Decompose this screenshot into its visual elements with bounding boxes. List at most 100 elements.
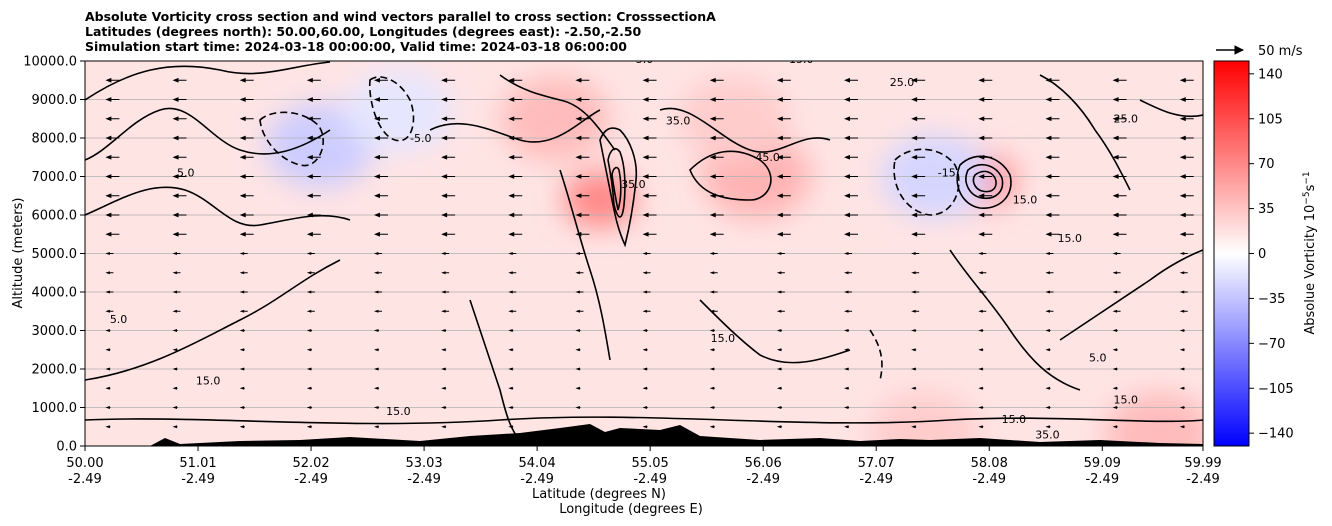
chart-title-line-1: Absolute Vorticity cross section and win… bbox=[85, 9, 716, 24]
wind-vector-head bbox=[642, 329, 648, 332]
wind-vector-head bbox=[373, 154, 380, 160]
contour-line bbox=[559, 169, 611, 361]
x-tick-label-lon: -2.49 bbox=[181, 472, 215, 487]
wind-vector-head bbox=[978, 290, 983, 294]
y-tick-label: 10000.0 bbox=[23, 55, 77, 70]
contour-label: 15.0 bbox=[1114, 394, 1139, 407]
wind-vector-head bbox=[776, 116, 783, 122]
wind-vector-head bbox=[306, 135, 313, 141]
wind-vector-head bbox=[105, 77, 112, 83]
wind-vector-head bbox=[978, 77, 985, 83]
wind-vector-head bbox=[911, 154, 918, 160]
wind-vector-head bbox=[306, 231, 313, 237]
wind-vector-head bbox=[105, 406, 110, 409]
wind-vector-head bbox=[306, 406, 312, 409]
wind-vector-head bbox=[441, 116, 448, 122]
colorbar-label-exp1: −5 bbox=[1302, 191, 1312, 204]
wind-vector-head bbox=[1045, 425, 1050, 429]
contour-line bbox=[965, 163, 1004, 200]
wind-vectors bbox=[105, 77, 1194, 429]
wind-vector-head bbox=[844, 406, 849, 409]
x-tick-label-lat: 56.06 bbox=[745, 456, 782, 471]
wind-vector-head bbox=[1179, 135, 1186, 141]
y-tick-label: 3000.0 bbox=[32, 324, 78, 339]
x-tick-label-lat: 57.07 bbox=[858, 456, 895, 471]
wind-vector-head bbox=[709, 329, 715, 332]
wind-vector-head bbox=[844, 309, 849, 313]
wind-vector-head bbox=[239, 174, 246, 179]
wind-vector-head bbox=[575, 212, 582, 218]
wind-vector-head bbox=[709, 193, 716, 199]
contour-label: 5.0 bbox=[177, 167, 195, 180]
wind-vector-head bbox=[1112, 367, 1118, 371]
wind-vector-head bbox=[508, 116, 515, 122]
wind-vector-head bbox=[776, 329, 782, 332]
wind-vector-head bbox=[1045, 116, 1052, 122]
wind-vector-head bbox=[642, 348, 648, 352]
contour-label: -5.0 bbox=[410, 132, 431, 145]
wind-vector-head bbox=[642, 193, 649, 199]
wind-vector-head bbox=[776, 252, 782, 255]
wind-vector-head bbox=[978, 367, 983, 371]
wind-vector-head bbox=[642, 309, 648, 313]
wind-vector-head bbox=[1179, 348, 1185, 352]
wind-vector-head bbox=[1112, 97, 1119, 102]
contour-line bbox=[85, 416, 1203, 425]
contour-line bbox=[85, 107, 331, 161]
wind-vector-head bbox=[911, 252, 916, 255]
wind-vector-head bbox=[441, 309, 446, 313]
wind-vector-head bbox=[1179, 309, 1185, 313]
x-tick-label-lon: -2.49 bbox=[68, 472, 102, 487]
wind-vector-head bbox=[978, 406, 983, 409]
colorbar-tick-label: −70 bbox=[1258, 337, 1285, 352]
wind-vector-head bbox=[1179, 367, 1185, 371]
wind-vector-head bbox=[508, 271, 513, 275]
wind-vector-head bbox=[172, 271, 178, 275]
contour-label: 5.0 bbox=[110, 313, 128, 326]
contour-label: 35.0 bbox=[1035, 428, 1060, 441]
wind-vector-head bbox=[1112, 348, 1118, 352]
wind-vector-head bbox=[239, 77, 246, 83]
wind-vector-head bbox=[239, 309, 245, 313]
wind-vector-head bbox=[844, 174, 851, 179]
contour-line bbox=[949, 249, 1081, 391]
wind-vector-head bbox=[508, 135, 515, 141]
terrain bbox=[85, 424, 1203, 446]
wind-vector-head bbox=[508, 425, 513, 429]
wind-vector-head bbox=[978, 97, 985, 102]
wind-vector-head bbox=[709, 116, 716, 122]
wind-vector-head bbox=[1179, 271, 1185, 275]
contour-line bbox=[972, 170, 997, 193]
x-tick-label-lat: 52.02 bbox=[292, 456, 329, 471]
wind-vector-head bbox=[709, 97, 716, 102]
wind-vector-head bbox=[1179, 116, 1186, 122]
wind-vector-head bbox=[1045, 309, 1050, 313]
wind-vector-head bbox=[978, 174, 985, 179]
wind-vector-head bbox=[105, 231, 112, 237]
wind-vector-head bbox=[172, 154, 179, 160]
wind-vector-head bbox=[776, 348, 782, 352]
wind-vector-head bbox=[508, 406, 513, 409]
wind-vector-head bbox=[441, 77, 448, 83]
wind-vector-head bbox=[172, 212, 179, 218]
wind-vector-head bbox=[373, 193, 380, 199]
wind-vector-head bbox=[373, 77, 380, 83]
wind-vector-head bbox=[776, 406, 782, 409]
wind-vector-head bbox=[978, 116, 985, 122]
wind-vector-head bbox=[306, 425, 312, 429]
wind-vector-head bbox=[239, 154, 246, 160]
y-tick-label: 1000.0 bbox=[32, 401, 78, 416]
wind-vector-head bbox=[911, 116, 918, 122]
wind-vector-head bbox=[575, 367, 580, 371]
wind-vector-head bbox=[441, 135, 448, 141]
wind-vector-head bbox=[911, 174, 918, 179]
wind-vector-head bbox=[1179, 97, 1186, 102]
wind-vector-head bbox=[844, 252, 849, 255]
contour-line bbox=[85, 61, 331, 101]
wind-vector-head bbox=[911, 77, 918, 83]
wind-vector-head bbox=[911, 212, 918, 218]
wind-vector-head bbox=[709, 348, 715, 352]
wind-vector-head bbox=[1045, 135, 1052, 141]
wind-vector-head bbox=[373, 290, 379, 294]
contour-label: 25.0 bbox=[890, 76, 915, 89]
